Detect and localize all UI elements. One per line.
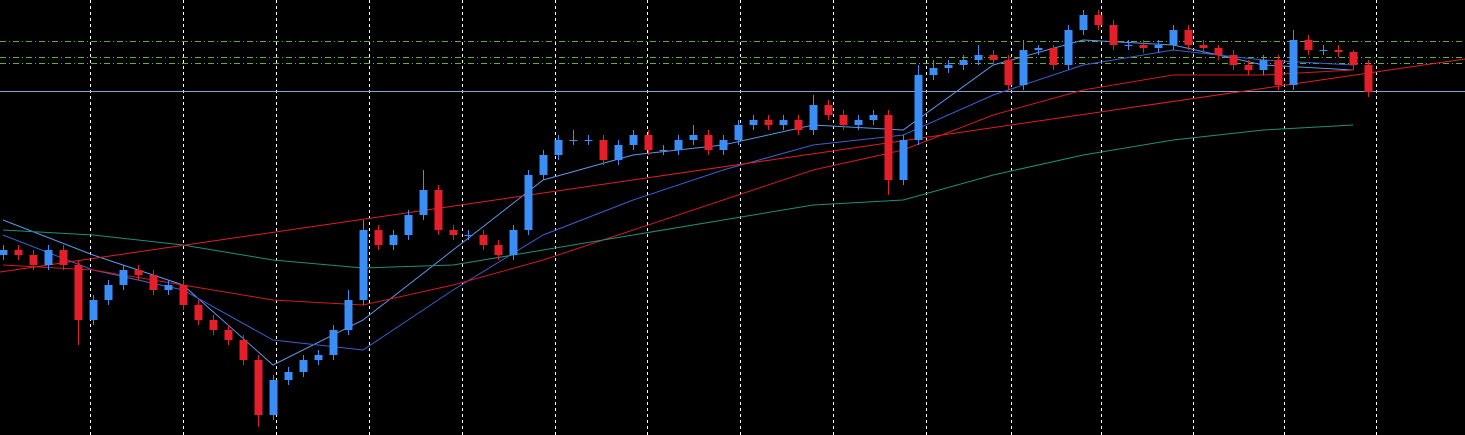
candle-body <box>59 250 68 265</box>
candle-body <box>389 235 398 245</box>
candle-body <box>1349 52 1358 65</box>
candle-body <box>1274 60 1283 85</box>
candle-body <box>1184 30 1193 45</box>
candle-body <box>299 360 308 372</box>
candle-body <box>419 190 428 215</box>
candle-body <box>1214 48 1223 55</box>
candle-body <box>959 60 968 65</box>
candle-body <box>224 330 233 340</box>
candle-body <box>1004 60 1013 85</box>
candle-body <box>644 135 653 150</box>
candle-body <box>1079 15 1088 30</box>
candle-body <box>614 145 623 160</box>
candle-body <box>584 140 593 141</box>
candle-body <box>404 215 413 235</box>
candle-body <box>1019 50 1028 85</box>
candle-body <box>89 300 98 320</box>
candle-body <box>449 230 458 235</box>
candle-body <box>1094 15 1103 25</box>
candle-body <box>44 250 53 265</box>
candle-body <box>1034 48 1043 50</box>
candle-body <box>509 230 518 255</box>
candle-body <box>104 285 113 300</box>
candle-body <box>0 250 8 255</box>
candle-body <box>1304 40 1313 50</box>
candle-body <box>494 245 503 255</box>
candle-body <box>1049 48 1058 65</box>
candle-body <box>1109 25 1118 45</box>
candle-body <box>134 270 143 275</box>
trend-line <box>0 58 1465 273</box>
candle-body <box>749 120 758 125</box>
candle-body <box>914 75 923 140</box>
candle-body <box>854 120 863 125</box>
candle-body <box>779 120 788 125</box>
candle-body <box>884 115 893 180</box>
candle-body <box>464 235 473 236</box>
candle-body <box>434 190 443 230</box>
candle-body <box>704 135 713 150</box>
candle-body <box>554 140 563 155</box>
candle-body <box>974 55 983 60</box>
candle-body <box>269 380 278 415</box>
candle-body <box>209 320 218 330</box>
candle-body <box>149 275 158 290</box>
candle-body <box>764 120 773 125</box>
candle-body <box>539 155 548 175</box>
moving-average <box>2 49 1354 351</box>
candle-body <box>794 120 803 130</box>
candle-body <box>329 330 338 355</box>
candle-body <box>1064 30 1073 65</box>
candle-body <box>629 135 638 145</box>
candle-body <box>239 340 248 360</box>
candle-body <box>869 115 878 120</box>
candle-body <box>689 135 698 140</box>
candle-body <box>14 250 23 255</box>
candle-body <box>254 360 263 415</box>
candle-body <box>1124 45 1133 46</box>
candle-body <box>1334 50 1343 52</box>
candle-body <box>1244 65 1253 70</box>
candle-body <box>1319 50 1328 51</box>
candle-body <box>1229 55 1238 65</box>
candle-body <box>839 115 848 125</box>
candle-body <box>824 105 833 115</box>
candle-body <box>989 55 998 60</box>
candle-body <box>524 175 533 230</box>
candle-body <box>179 285 188 305</box>
candle-body <box>1364 65 1373 92</box>
candle-body <box>359 230 368 300</box>
candle-body <box>314 355 323 360</box>
candle-body <box>74 265 83 320</box>
candle-body <box>929 68 938 75</box>
candle-body <box>734 125 743 140</box>
candle-body <box>899 140 908 180</box>
candle-body <box>1139 45 1148 48</box>
candle-body <box>119 270 128 285</box>
candle-body <box>1289 40 1298 85</box>
candle-body <box>809 105 818 130</box>
candle-body <box>374 230 383 245</box>
candle-body <box>194 305 203 320</box>
candle-body <box>674 140 683 150</box>
candle-body <box>1154 45 1163 48</box>
candle-body <box>29 255 38 265</box>
candle-body <box>659 150 668 151</box>
candle-body <box>344 300 353 330</box>
candle-body <box>479 235 488 245</box>
candle-body <box>569 140 578 141</box>
candle-body <box>164 285 173 290</box>
candle-body <box>1259 60 1268 70</box>
candle-body <box>944 65 953 68</box>
candle-body <box>599 140 608 160</box>
candle-body <box>1169 30 1178 45</box>
candle-body <box>719 140 728 150</box>
moving-average <box>2 124 1354 269</box>
candle-body <box>1199 45 1208 48</box>
moving-average <box>2 69 1354 306</box>
candle-body <box>284 372 293 380</box>
